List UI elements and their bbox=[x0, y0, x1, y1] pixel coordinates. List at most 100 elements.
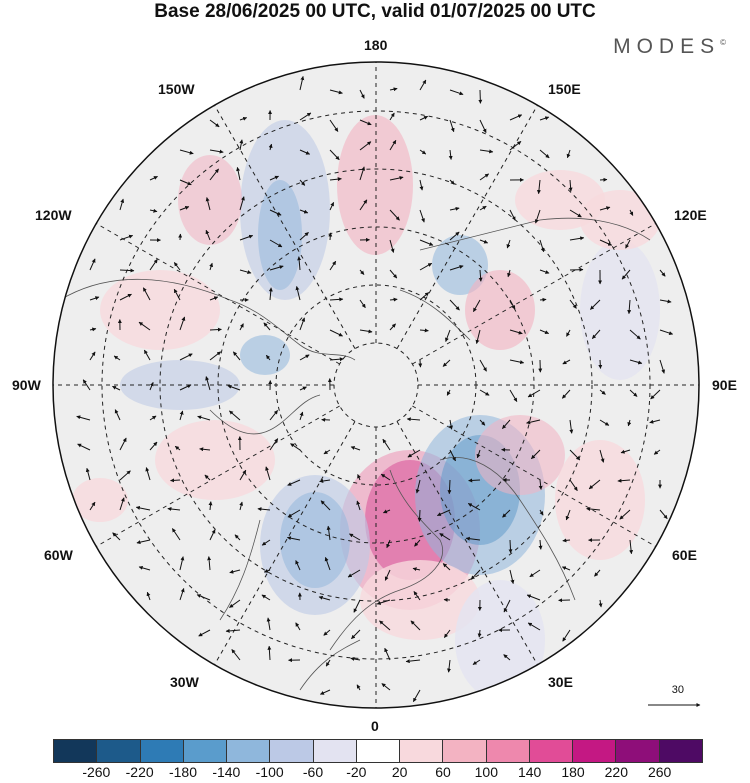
wind-arrow bbox=[179, 384, 192, 391]
wind-arrow bbox=[357, 474, 361, 481]
wind-arrow bbox=[265, 354, 271, 361]
wind-arrow bbox=[503, 599, 511, 613]
wind-arrow bbox=[449, 449, 456, 462]
wind-arrow bbox=[659, 359, 666, 374]
wind-arrow bbox=[179, 410, 184, 421]
colorbar-tick-label: 20 bbox=[391, 764, 408, 780]
wind-arrow bbox=[539, 297, 547, 302]
wind-arrow bbox=[351, 629, 361, 640]
wind-arrow bbox=[539, 509, 544, 516]
wind-arrow bbox=[179, 206, 190, 211]
wind-arrow bbox=[299, 149, 311, 155]
wind-arrow bbox=[389, 209, 400, 221]
wind-arrow bbox=[329, 202, 335, 211]
wind-arrow bbox=[209, 327, 222, 332]
meridian-line bbox=[96, 405, 340, 547]
wind-arrow bbox=[119, 437, 127, 451]
wind-arrow bbox=[198, 629, 211, 637]
wind-arrow bbox=[204, 474, 211, 481]
wind-arrow bbox=[318, 595, 331, 601]
wind-arrow bbox=[649, 419, 661, 424]
wind-arrow bbox=[269, 410, 279, 421]
wind-arrow bbox=[419, 79, 427, 91]
wind-arrow bbox=[538, 479, 543, 490]
wind-arrow bbox=[534, 209, 541, 224]
wind-arrow bbox=[569, 419, 574, 434]
wind-arrow bbox=[299, 179, 306, 186]
wind-arrow bbox=[299, 317, 306, 331]
wind-arrow bbox=[539, 149, 550, 159]
wind-arrow bbox=[468, 478, 481, 483]
wind-arrow bbox=[386, 539, 391, 549]
wind-arrow bbox=[149, 381, 154, 391]
meridian-line bbox=[214, 105, 356, 349]
colorbar-cell bbox=[97, 740, 141, 762]
wind-arrow bbox=[629, 539, 634, 555]
wind-arrow bbox=[239, 234, 254, 241]
wind-arrow bbox=[328, 232, 333, 241]
wind-arrow bbox=[566, 149, 571, 159]
wind-arrow bbox=[239, 501, 244, 511]
wind-arrow bbox=[145, 467, 151, 481]
wind-arrow bbox=[323, 629, 331, 636]
wind-arrow bbox=[389, 269, 398, 279]
wind-arrow bbox=[659, 269, 666, 277]
wind-arrow bbox=[324, 556, 331, 571]
wind-arrow bbox=[503, 654, 511, 661]
wind-arrow bbox=[208, 501, 213, 511]
lon-label-90w: 90W bbox=[12, 377, 41, 393]
wind-arrow bbox=[295, 622, 301, 631]
wind-arrow bbox=[379, 620, 391, 631]
wind-arrow bbox=[569, 236, 585, 241]
wind-arrow bbox=[299, 386, 307, 391]
wind-arrow bbox=[347, 569, 361, 578]
wind-arrow bbox=[389, 239, 395, 253]
wind-arrow bbox=[538, 539, 543, 550]
wind-arrow bbox=[629, 389, 638, 397]
wind-arrow bbox=[653, 449, 661, 455]
wind-arrow bbox=[234, 534, 241, 541]
anomaly-contour bbox=[580, 190, 660, 250]
wind-arrow bbox=[389, 176, 404, 181]
wind-arrow bbox=[619, 509, 631, 520]
wind-arrow bbox=[617, 478, 631, 483]
wind-arrow bbox=[320, 689, 331, 695]
wind-arrow bbox=[442, 563, 451, 571]
wind-arrow bbox=[539, 329, 550, 335]
wind-arrow bbox=[209, 529, 216, 541]
wind-arrow bbox=[239, 469, 247, 481]
wind-arrow bbox=[359, 199, 368, 211]
wind-arrow bbox=[329, 149, 340, 161]
wind-arrow bbox=[629, 359, 643, 365]
wind-arrow bbox=[384, 569, 391, 581]
wind-arrow bbox=[326, 525, 331, 541]
meridians bbox=[53, 62, 699, 708]
wind-arrow bbox=[413, 591, 421, 601]
colorbar-cell bbox=[54, 740, 98, 762]
wind-arrow bbox=[119, 234, 134, 241]
colorbar-tick-label: -260 bbox=[82, 764, 111, 780]
wind-arrow bbox=[359, 89, 365, 99]
wind-arrow bbox=[320, 500, 331, 511]
wind-arrow bbox=[329, 329, 343, 337]
wind-arrow bbox=[138, 321, 151, 331]
wind-arrow bbox=[239, 323, 244, 331]
wind-arrow bbox=[299, 411, 304, 421]
wind-arrow bbox=[479, 205, 487, 211]
wind-arrow bbox=[236, 166, 241, 181]
lon-label-60w: 60W bbox=[44, 547, 73, 563]
wind-arrow bbox=[445, 329, 451, 342]
wind-arrow bbox=[566, 329, 571, 337]
wind-arrow bbox=[225, 628, 241, 633]
wind-arrow bbox=[179, 316, 186, 331]
colorbar-tick-label: 180 bbox=[561, 764, 585, 780]
wind-arrow bbox=[349, 533, 361, 541]
lon-label-180: 180 bbox=[364, 37, 388, 53]
wind-arrow bbox=[599, 239, 613, 246]
colorbar-cell bbox=[616, 740, 660, 762]
anomaly-contour bbox=[155, 420, 275, 500]
colorbar-cell bbox=[529, 740, 574, 762]
wind-arrow bbox=[598, 599, 603, 608]
wind-arrow bbox=[509, 299, 516, 310]
wind-arrow bbox=[319, 478, 331, 483]
